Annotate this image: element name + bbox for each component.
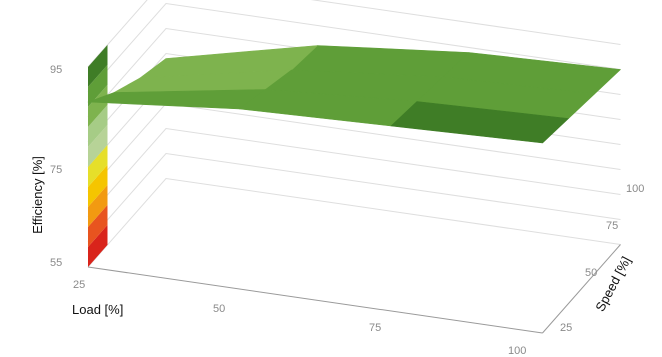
z-tick-75: 75 — [50, 164, 62, 176]
grid-line — [87, 177, 621, 268]
surface-patch — [390, 101, 569, 144]
x-tick-100: 100 — [508, 345, 526, 357]
grid-line — [87, 2, 621, 93]
color-scale-segment — [88, 184, 108, 227]
color-scale-segment — [88, 204, 108, 247]
x-tick-75: 75 — [369, 322, 381, 334]
color-scale-segment — [88, 104, 108, 147]
color-scale-segment — [88, 64, 108, 107]
y-tick-75: 75 — [606, 220, 618, 232]
color-scale-segment — [88, 164, 108, 207]
z-tick-55: 55 — [50, 257, 62, 269]
chart-axes — [87, 244, 621, 334]
z-axis-label: Efficiency [%] — [30, 156, 45, 234]
y-axis-label: Speed [%] — [592, 254, 633, 314]
y-tick-50: 50 — [585, 267, 597, 279]
color-scale-segment — [88, 144, 108, 187]
y-tick-100: 100 — [626, 183, 644, 195]
x-axis-line — [87, 266, 543, 334]
y-tick-25: 25 — [560, 322, 572, 334]
grid-line — [87, 152, 621, 243]
color-scale-segment — [88, 124, 108, 167]
y-axis-line — [542, 244, 621, 334]
z-tick-95: 95 — [50, 64, 62, 76]
x-tick-50: 50 — [213, 303, 225, 315]
surface-patch — [87, 89, 266, 110]
x-axis-label: Load [%] — [72, 302, 123, 317]
color-scale-segment — [88, 44, 108, 87]
surface-plot — [87, 45, 621, 144]
grid-line — [87, 0, 621, 68]
color-scale-segment — [88, 224, 108, 267]
grid-line — [87, 127, 621, 218]
color-scale-segment — [88, 84, 108, 127]
x-tick-25: 25 — [73, 279, 85, 291]
color-scale-bar — [88, 44, 108, 267]
